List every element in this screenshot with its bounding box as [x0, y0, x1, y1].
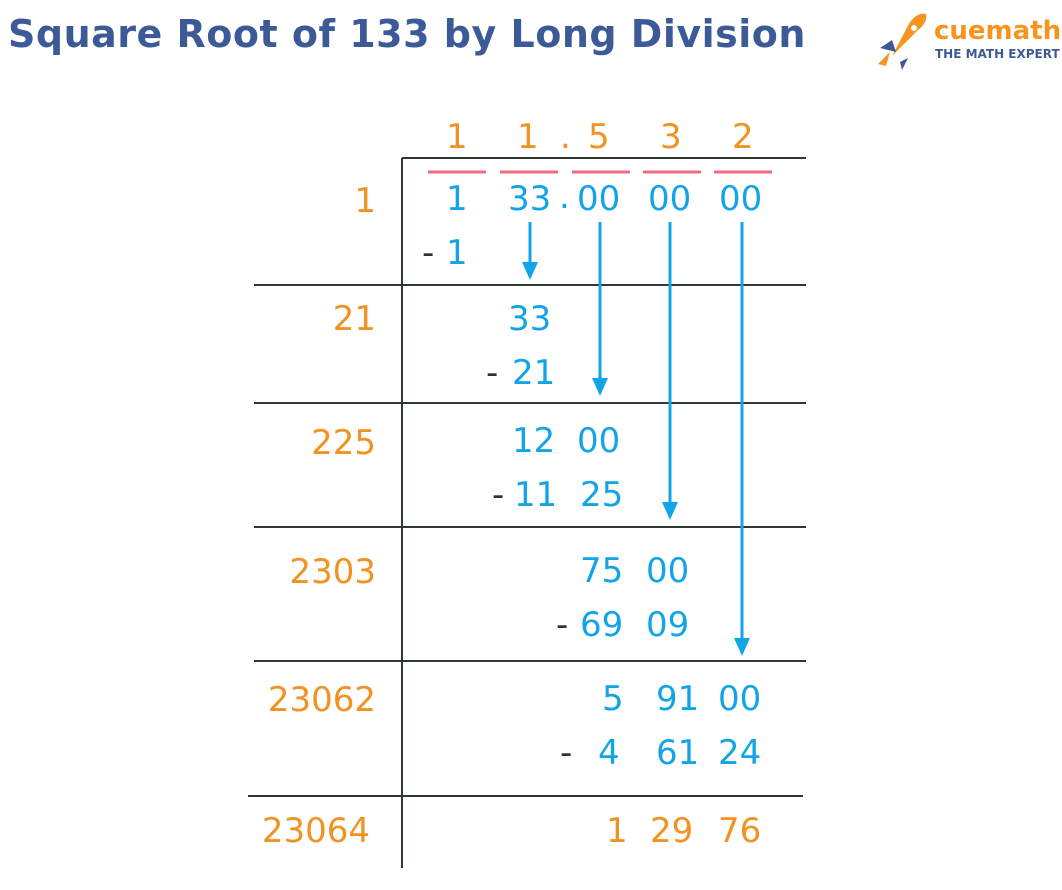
- brand-tagline: THE MATH EXPERT: [935, 47, 1060, 61]
- subtrahend: 11: [514, 475, 558, 515]
- final-remainder: 76: [718, 811, 762, 851]
- quotient-digit: 1: [517, 117, 539, 157]
- divisor: 1: [354, 181, 376, 221]
- subtrahend: 61: [656, 733, 700, 773]
- dividend-pair: 00: [577, 179, 621, 219]
- bring-down-arrow: [662, 222, 678, 520]
- dividend-pair: 33: [508, 179, 552, 219]
- dividend-pair: 00: [719, 179, 763, 219]
- page-title: Square Root of 133 by Long Division: [8, 12, 806, 56]
- remainder: 33: [508, 299, 552, 339]
- brand-name: cuemath: [934, 16, 1062, 46]
- subtrahend: 1: [446, 233, 468, 273]
- divisor: 23062: [267, 680, 376, 720]
- divisor: 225: [311, 423, 376, 463]
- subtrahend: 69: [580, 605, 624, 645]
- remainder: 5: [602, 679, 624, 719]
- minus-sign: -: [556, 605, 569, 645]
- divisor: 2303: [289, 552, 376, 592]
- remainder: 91: [656, 679, 700, 719]
- divisor: 23064: [261, 811, 370, 851]
- remainder: 00: [646, 551, 690, 591]
- remainder: 00: [718, 679, 762, 719]
- quotient-digit: 3: [660, 117, 682, 157]
- minus-sign: -: [486, 353, 499, 393]
- dividend-decimal-point: .: [559, 177, 570, 217]
- subtrahend: 24: [718, 733, 762, 773]
- final-remainder: 1: [606, 811, 628, 851]
- quotient-digit: 5: [588, 117, 610, 157]
- bring-down-arrow: [734, 222, 750, 656]
- dividend-pair: 1: [446, 179, 468, 219]
- bring-down-arrow: [592, 222, 608, 396]
- subtrahend: 09: [646, 605, 690, 645]
- quotient-decimal-point: .: [560, 117, 571, 157]
- remainder: 12: [512, 421, 556, 461]
- remainder: 00: [577, 421, 621, 461]
- subtrahend: 21: [512, 353, 556, 393]
- dividend-pair: 00: [648, 179, 692, 219]
- divisor: 21: [332, 299, 376, 339]
- remainder: 75: [580, 551, 624, 591]
- minus-sign: -: [560, 733, 573, 773]
- bring-down-arrow: [522, 222, 538, 280]
- subtrahend: 4: [598, 733, 620, 773]
- quotient-digit: 1: [446, 117, 468, 157]
- minus-sign: -: [492, 475, 505, 515]
- subtrahend: 25: [580, 475, 624, 515]
- final-remainder: 29: [650, 811, 694, 851]
- minus-sign: -: [422, 233, 435, 273]
- quotient-digit: 2: [732, 117, 754, 157]
